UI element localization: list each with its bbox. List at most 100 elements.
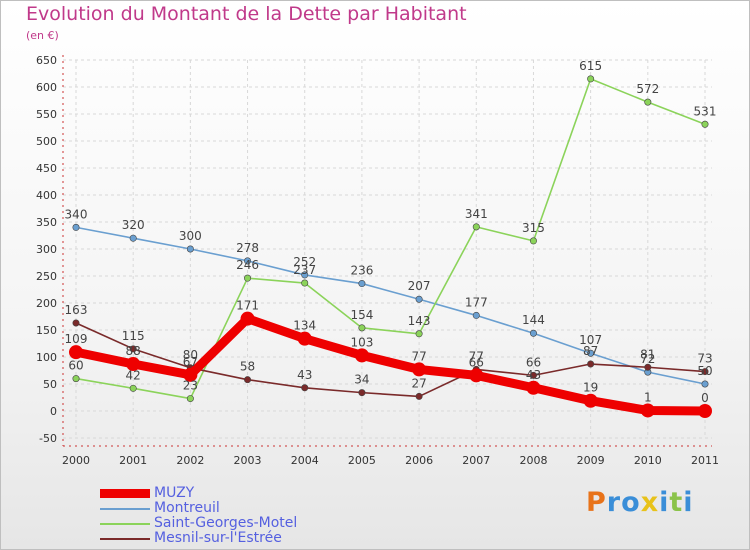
data-point: [240, 311, 255, 326]
data-label: 58: [240, 360, 255, 374]
data-point: [583, 393, 598, 408]
data-label: 531: [694, 104, 717, 118]
data-point: [301, 279, 309, 287]
legend-swatch: [100, 537, 150, 540]
data-point: [415, 392, 423, 400]
data-label: 171: [236, 299, 259, 313]
data-label: 72: [640, 352, 655, 366]
data-label: 0: [701, 391, 709, 405]
data-point: [412, 362, 427, 377]
data-label: 87: [583, 344, 598, 358]
data-label: 320: [122, 218, 145, 232]
data-label: 73: [697, 352, 712, 366]
data-label: 23: [183, 379, 198, 393]
x-tick-label: 2002: [176, 454, 204, 467]
data-label: 107: [579, 333, 602, 347]
y-tick-label: 50: [43, 378, 57, 391]
y-tick-label: 600: [36, 81, 57, 94]
data-label: 154: [350, 308, 373, 322]
data-label: 109: [65, 332, 88, 346]
data-point: [415, 295, 423, 303]
data-label: 66: [469, 355, 484, 369]
legend-swatch: [100, 522, 150, 525]
data-label: 246: [236, 258, 259, 272]
y-tick-label: 200: [36, 297, 57, 310]
x-tick-label: 2007: [462, 454, 490, 467]
legend-label: MUZY: [154, 485, 195, 501]
y-tick-label: 250: [36, 270, 57, 283]
data-label: 50: [697, 364, 712, 378]
legend-label: Saint-Georges-Motel: [154, 515, 298, 531]
chart-subtitle: (en €): [26, 29, 59, 42]
data-label: 207: [408, 279, 431, 293]
data-label: 115: [122, 329, 145, 343]
legend-item: Saint-Georges-Motel: [100, 516, 297, 531]
data-label: 1: [644, 390, 652, 404]
logo-letter: i: [683, 487, 694, 518]
data-point: [472, 223, 480, 231]
x-tick-label: 2011: [691, 454, 719, 467]
data-point: [358, 280, 366, 288]
data-label: 252: [293, 255, 316, 269]
data-label: 278: [236, 241, 259, 255]
data-point: [72, 375, 80, 383]
x-tick-label: 2000: [62, 454, 90, 467]
x-tick-label: 2004: [291, 454, 319, 467]
y-tick-label: 150: [36, 324, 57, 337]
x-tick-label: 2008: [519, 454, 547, 467]
legend-label: Montreuil: [154, 500, 220, 516]
data-label: 315: [522, 221, 545, 235]
legend-swatch: [100, 489, 150, 498]
series-line: [75, 226, 706, 385]
data-point: [72, 319, 80, 327]
data-point: [186, 395, 194, 403]
data-label: 66: [526, 355, 541, 369]
y-tick-label: 0: [50, 405, 57, 418]
logo-letter: i: [659, 487, 670, 518]
data-label: 300: [179, 229, 202, 243]
data-point: [244, 257, 252, 265]
data-point: [526, 380, 541, 395]
x-tick-label: 2005: [348, 454, 376, 467]
data-point: [472, 311, 480, 319]
data-label: 77: [469, 349, 484, 363]
data-label: 27: [411, 376, 426, 390]
x-tick-label: 2001: [119, 454, 147, 467]
data-label: 103: [350, 335, 373, 349]
proxiti-logo: Proxiti: [586, 487, 694, 518]
data-label: 60: [68, 359, 83, 373]
logo-letter: o: [621, 487, 641, 518]
data-label: 615: [579, 59, 602, 73]
data-point: [529, 329, 537, 337]
series-line: [75, 322, 706, 398]
logo-letter: t: [669, 487, 684, 518]
x-tick-label: 2010: [634, 454, 662, 467]
data-point: [358, 389, 366, 397]
data-label: 341: [465, 207, 488, 221]
data-label: 237: [293, 263, 316, 277]
data-point: [129, 345, 137, 353]
data-label: 143: [408, 314, 431, 328]
data-point: [701, 120, 709, 128]
data-label: 34: [354, 373, 369, 387]
chart-title: Evolution du Montant de la Dette par Hab…: [26, 3, 467, 25]
series-line: [71, 314, 710, 416]
data-point: [72, 223, 80, 231]
data-label: 43: [297, 368, 312, 382]
data-point: [529, 371, 537, 379]
data-label: 67: [183, 355, 198, 369]
legend-item: Mesnil-sur-l'Estrée: [100, 531, 297, 546]
y-tick-label: 400: [36, 189, 57, 202]
data-label: 144: [522, 313, 545, 327]
x-tick-label: 2006: [405, 454, 433, 467]
data-point: [183, 367, 198, 382]
data-point: [701, 380, 709, 388]
data-point: [129, 234, 137, 242]
data-point: [701, 368, 709, 376]
data-point: [301, 271, 309, 279]
data-point: [698, 404, 712, 418]
data-label: 81: [640, 347, 655, 361]
series-line: [75, 78, 706, 400]
data-point: [644, 98, 652, 106]
data-point: [358, 324, 366, 332]
